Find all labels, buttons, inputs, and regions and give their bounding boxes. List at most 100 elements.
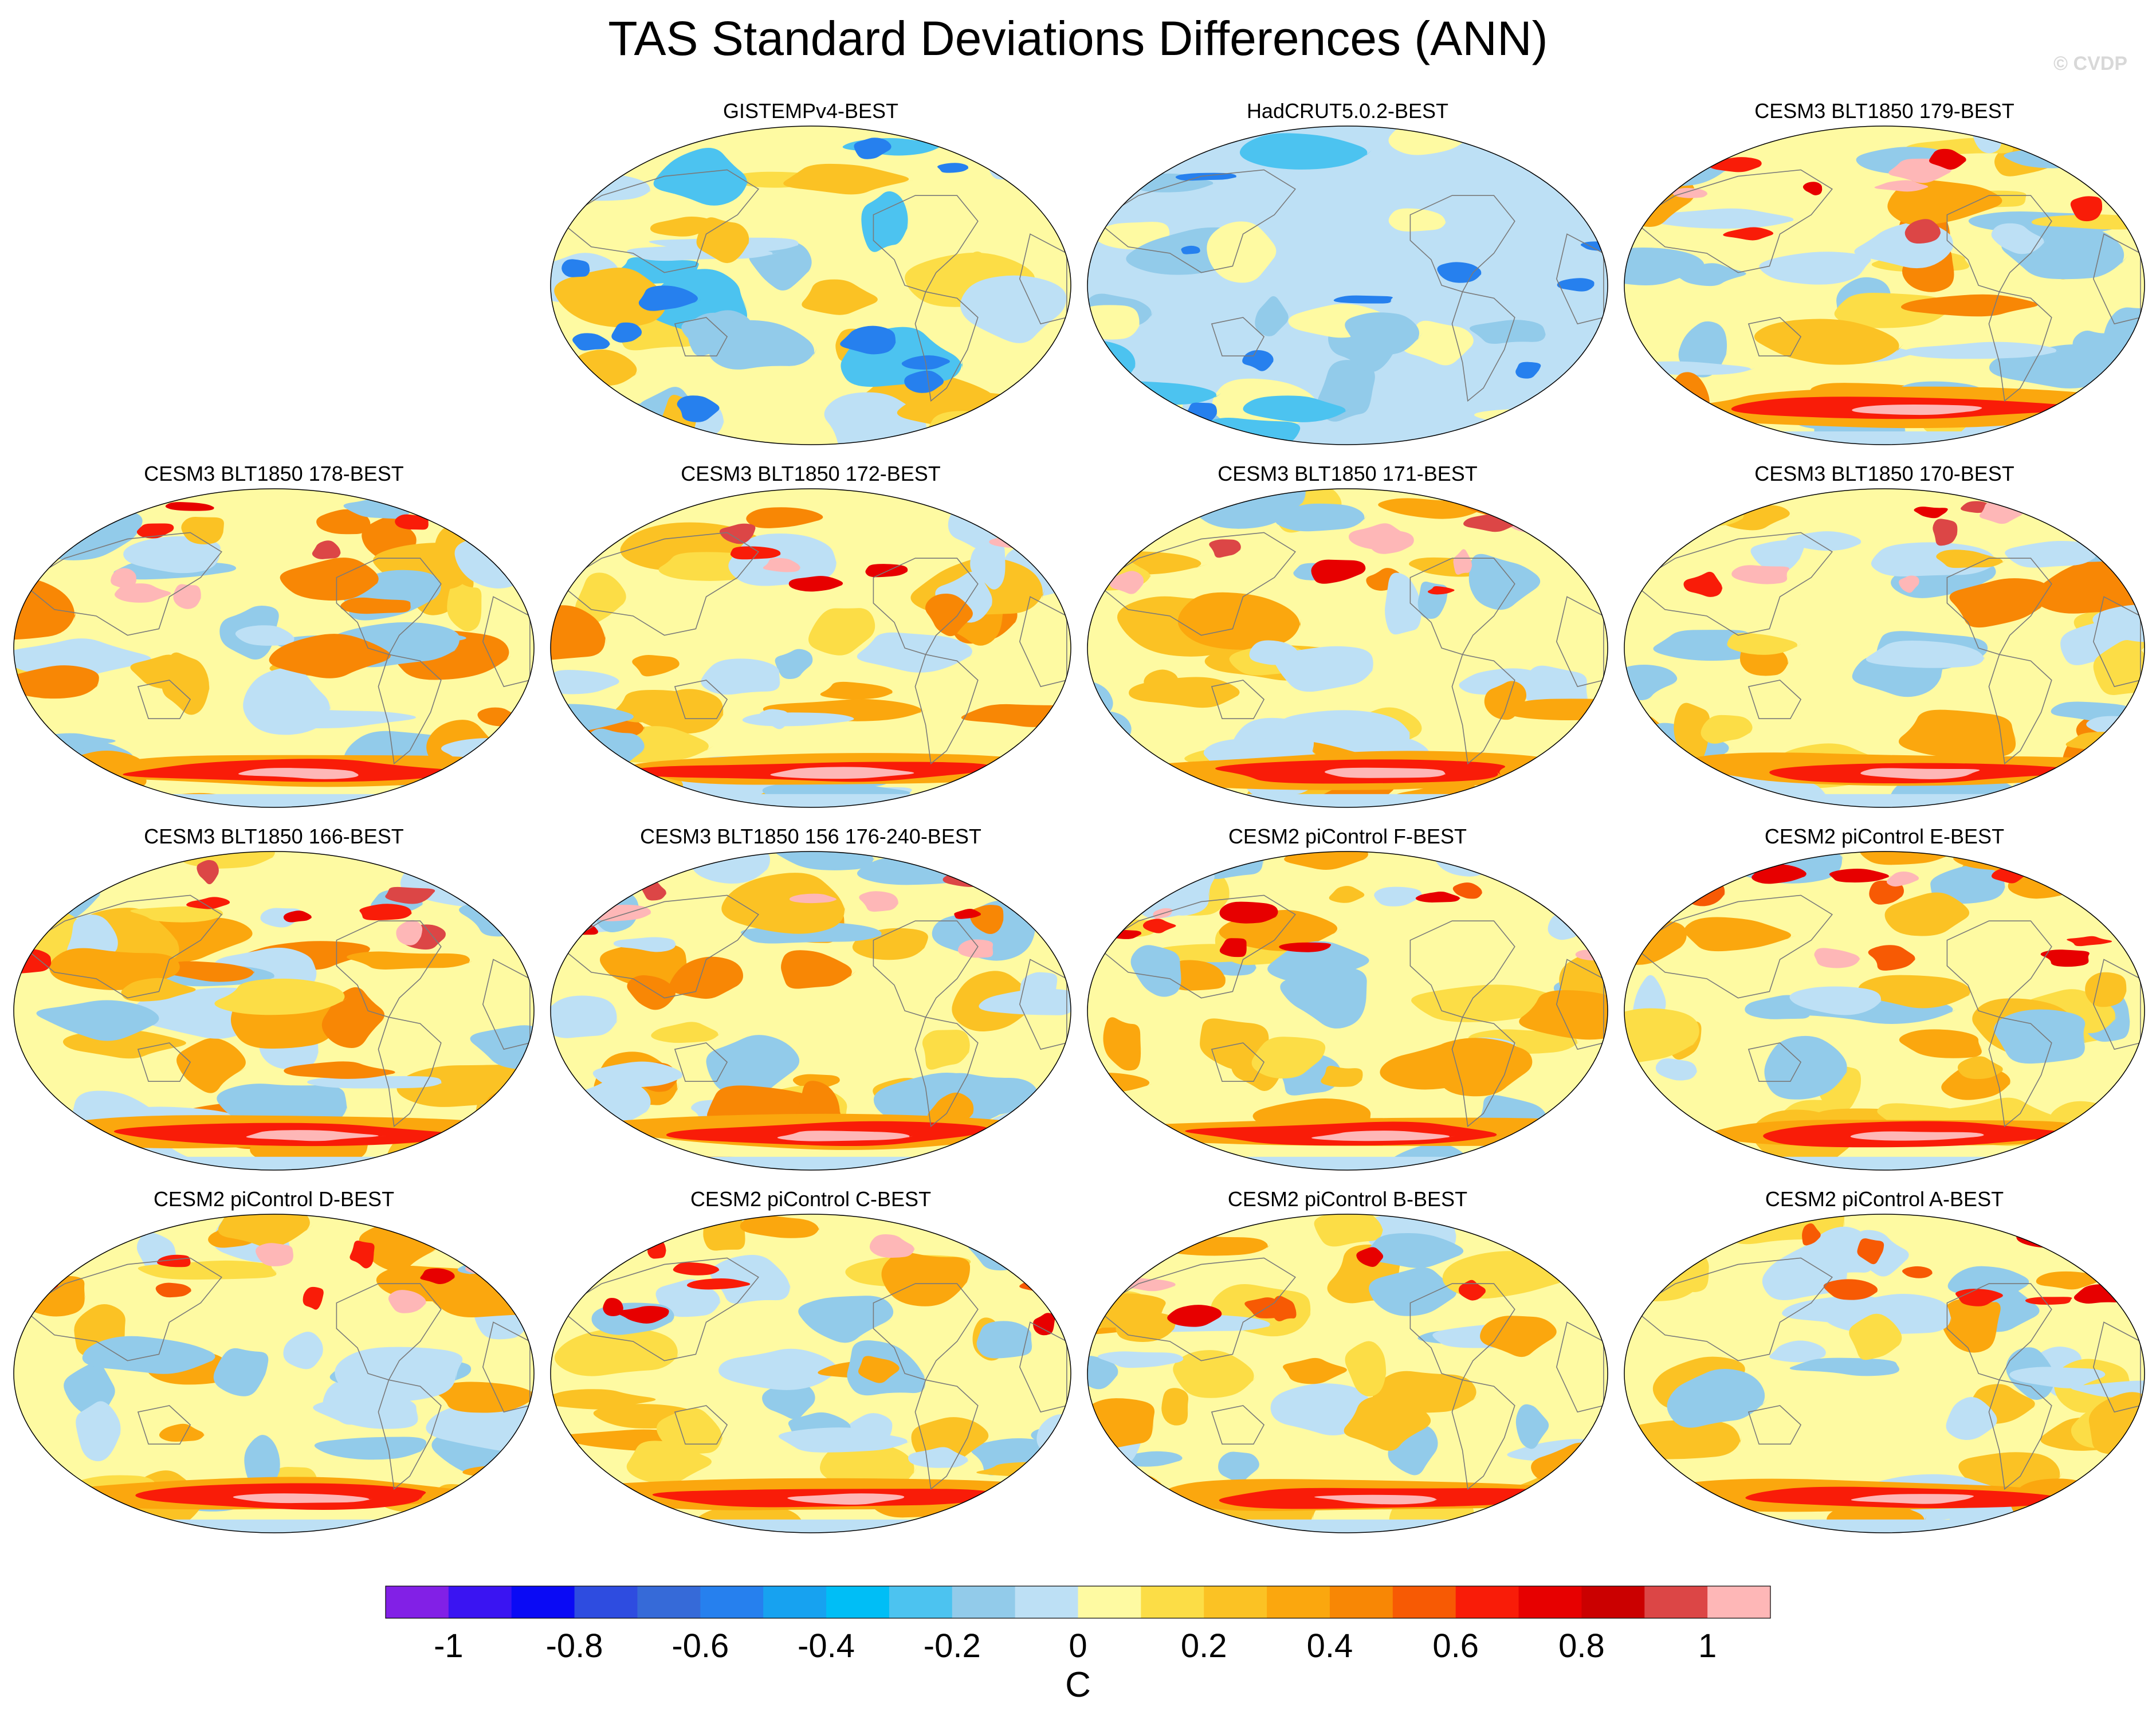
anomaly-region [1914, 507, 1948, 519]
anomaly-region [703, 1214, 746, 1251]
colorbar-tick-label: 0.2 [1180, 1627, 1227, 1665]
anomaly-region [359, 904, 413, 921]
coastline [336, 920, 442, 1018]
anomaly-region [1437, 262, 1483, 283]
anomaly-region [988, 148, 1022, 180]
anomaly-region [14, 948, 52, 974]
anomaly-region [462, 1465, 534, 1478]
colorbar-tick-label: 0 [1069, 1627, 1087, 1665]
coastline [1211, 680, 1265, 719]
anomaly-region [1851, 1494, 1974, 1504]
anomaly-region [1018, 495, 1066, 516]
coastline [1556, 959, 1604, 1050]
anomaly-region [1852, 405, 1982, 415]
coastline [1988, 291, 2052, 402]
anomaly-region [14, 1276, 86, 1317]
anomaly-region [611, 322, 644, 343]
anomaly-region [115, 583, 175, 603]
anomaly-region [186, 897, 231, 909]
map-panel [1624, 125, 2145, 445]
colorbar-bin [1518, 1586, 1582, 1618]
anomaly-region [1902, 1266, 1933, 1278]
coastline [1747, 317, 1802, 356]
anomaly-region [1103, 1017, 1142, 1071]
anomaly-region [1723, 227, 1776, 241]
coastline [1019, 1321, 1067, 1413]
coastline [1451, 291, 1515, 402]
anomaly-region [869, 1234, 915, 1258]
map-panel [13, 851, 535, 1171]
anomaly-region [1010, 1149, 1071, 1170]
map-border [1087, 1214, 1608, 1533]
anomaly-region [945, 490, 1043, 517]
anomaly-region [1271, 1296, 1297, 1322]
anomaly-region [976, 1321, 1033, 1359]
watermark: © CVDP [2053, 53, 2127, 74]
anomaly-region [1270, 1383, 1374, 1435]
anomaly-region [1087, 500, 1145, 561]
anomaly-region [2119, 549, 2145, 576]
anomaly-region [561, 259, 590, 277]
anomaly-region [1380, 1038, 1520, 1090]
anomaly-region [2067, 936, 2115, 947]
anomaly-region [1251, 1037, 1326, 1079]
anomaly-region [447, 581, 482, 631]
anomaly-region [1869, 880, 1905, 905]
anomaly-region [1624, 1241, 1648, 1261]
anomaly-region [1321, 1066, 1364, 1087]
colorbar-tick-label: -1 [434, 1627, 464, 1665]
anomaly-region [615, 1306, 669, 1324]
anomaly-region [1946, 1397, 2001, 1440]
anomaly-region [1802, 182, 1823, 195]
coastline [1095, 1257, 1296, 1361]
anomaly-region [1624, 498, 1662, 521]
colorbar-bin [763, 1586, 827, 1618]
anomaly-region [1278, 710, 1412, 754]
map-border [13, 488, 535, 808]
map-border [13, 1214, 535, 1533]
anomaly-region [677, 395, 722, 422]
anomaly-region [1142, 919, 1179, 933]
anomaly-region [1279, 942, 1332, 952]
anomaly-region [1356, 1247, 1384, 1267]
anomaly-region [1929, 148, 1968, 170]
anomaly-region [1940, 1299, 2001, 1353]
anomaly-region [1557, 278, 1595, 292]
anomaly-region [1624, 1008, 1702, 1066]
anomaly-region [1004, 508, 1042, 520]
anomaly-region [1453, 549, 1472, 575]
anomaly-region [808, 608, 878, 656]
coastline [1632, 169, 1833, 273]
colorbar-tick-label: 0.4 [1306, 1627, 1353, 1665]
anomaly-region [881, 1252, 971, 1306]
anomaly-region [465, 1259, 517, 1274]
anomaly-region [1116, 1312, 1176, 1342]
colorbar-bin [1455, 1586, 1519, 1618]
anomaly-region [770, 767, 921, 779]
coastline [914, 1379, 979, 1490]
coastline [1451, 1379, 1515, 1490]
anomaly-region [1647, 208, 1800, 229]
anomaly-region [1877, 1103, 1965, 1125]
colorbar-bin [700, 1586, 764, 1618]
anomaly-region [1900, 294, 2044, 317]
panel-title: CESM2 piControl F-BEST [1228, 825, 1467, 848]
anomaly-region [575, 572, 630, 627]
anomaly-region [218, 1214, 316, 1247]
map-panel [1624, 851, 2145, 1171]
anomaly-region [481, 530, 501, 545]
anomaly-region [1624, 189, 1654, 206]
anomaly-region [2032, 554, 2145, 614]
anomaly-region [1087, 1356, 1120, 1390]
anomaly-region [1655, 1058, 1698, 1081]
anomaly-region [2092, 605, 2145, 642]
anomaly-region [1098, 1351, 1187, 1368]
anomaly-region [718, 1348, 841, 1390]
anomaly-region [1789, 986, 1883, 1015]
anomaly-region [858, 1356, 902, 1383]
coastline [378, 1017, 442, 1128]
colorbar-bin [574, 1586, 638, 1618]
anomaly-region [157, 1254, 191, 1267]
anomaly-region [1936, 550, 2006, 568]
anomaly-region [312, 540, 341, 559]
